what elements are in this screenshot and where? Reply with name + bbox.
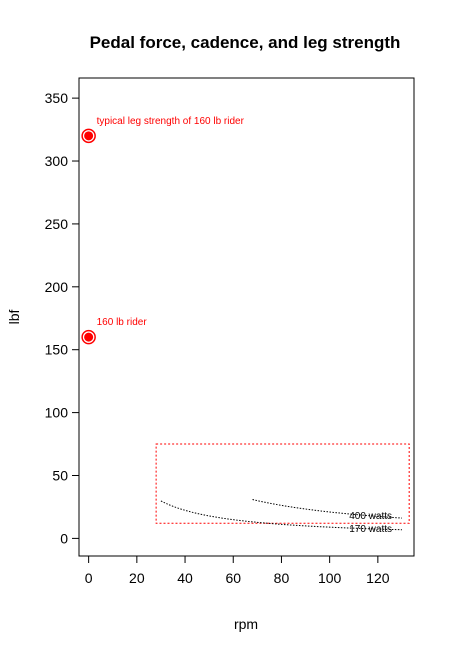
x-tick-label: 100 — [318, 570, 342, 586]
curve-label: 400 watts — [349, 511, 392, 522]
x-axis: 0 20 40 60 80 100 120 — [85, 555, 390, 586]
data-points: typical leg strength of 160 lb rider 160 … — [81, 116, 245, 345]
y-tick-label: 50 — [52, 467, 68, 483]
y-tick-label: 200 — [45, 279, 69, 295]
chart-title: Pedal force, cadence, and leg strength — [90, 33, 401, 52]
x-tick-label: 60 — [225, 570, 241, 586]
power-curves: 400 watts 170 watts — [160, 499, 402, 535]
y-axis: 0 50 100 150 200 250 300 350 — [45, 90, 80, 546]
power-curve — [160, 500, 402, 531]
x-tick-label: 40 — [177, 570, 193, 586]
x-tick-label: 80 — [274, 570, 290, 586]
region-box — [155, 443, 410, 524]
point — [84, 131, 94, 141]
y-tick-label: 300 — [45, 153, 69, 169]
point-label: 160 lb rider — [97, 317, 148, 328]
y-tick-label: 250 — [45, 216, 69, 232]
y-tick-label: 0 — [60, 530, 68, 546]
y-tick-label: 150 — [45, 342, 69, 358]
y-tick-label: 350 — [45, 90, 69, 106]
x-tick-label: 20 — [129, 570, 145, 586]
y-tick-label: 100 — [45, 405, 69, 421]
power-curve — [252, 499, 402, 519]
curve-label: 170 watts — [349, 524, 392, 535]
point-label: typical leg strength of 160 lb rider — [97, 116, 245, 127]
x-tick-label: 0 — [85, 570, 93, 586]
x-axis-label: rpm — [234, 616, 258, 632]
y-axis-label: lbf — [6, 310, 22, 325]
point — [84, 332, 94, 342]
x-tick-label: 120 — [366, 570, 390, 586]
